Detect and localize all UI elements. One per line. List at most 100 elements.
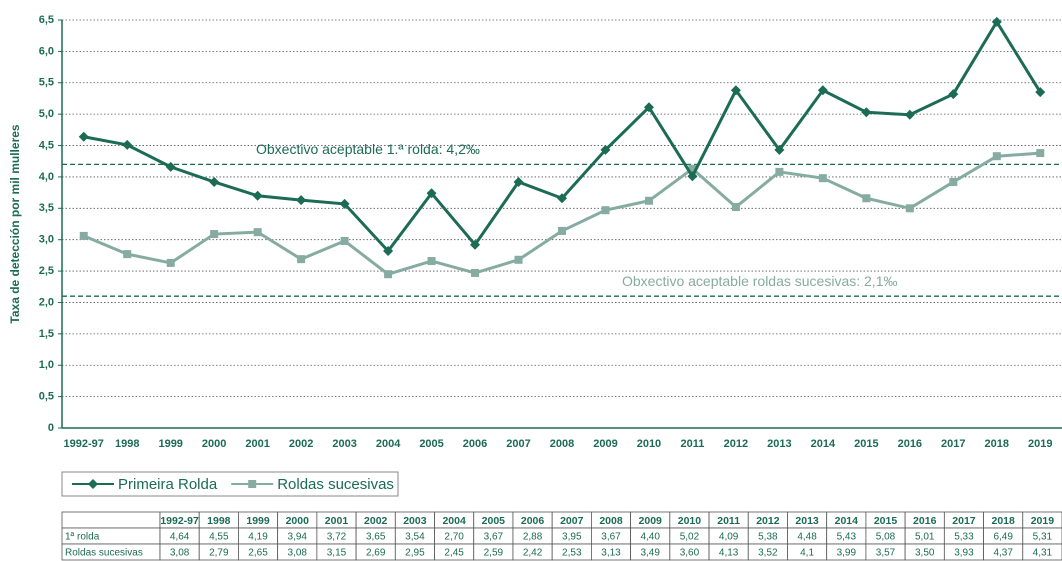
- table-value: 3,54: [405, 532, 425, 543]
- point: [384, 270, 393, 279]
- table-value: 2,88: [523, 532, 543, 543]
- legend-label: Primeira Rolda: [118, 476, 218, 493]
- y-tick-label: 3,5: [39, 202, 54, 214]
- x-tick-label: 2019: [1028, 438, 1052, 450]
- point: [861, 107, 872, 118]
- table-header: 2010: [678, 515, 702, 527]
- point: [253, 228, 262, 237]
- x-tick-label: 2003: [332, 438, 356, 450]
- point: [340, 236, 349, 245]
- point: [601, 206, 610, 215]
- point: [904, 109, 915, 120]
- x-tick-label: 2004: [376, 438, 401, 450]
- point: [296, 195, 307, 206]
- y-tick-label: 5,0: [39, 108, 54, 120]
- table-value: 4,64: [170, 532, 190, 543]
- x-tick-label: 2006: [463, 438, 487, 450]
- x-tick-label: 2005: [419, 438, 443, 450]
- table-cell: [61, 511, 161, 529]
- point: [79, 231, 88, 240]
- table-value: 3,65: [366, 532, 386, 543]
- point: [514, 255, 523, 264]
- y-tick-label: 1,0: [39, 359, 54, 371]
- table-value: 3,60: [680, 548, 700, 559]
- point: [471, 268, 480, 277]
- point: [817, 85, 828, 96]
- table-value: 2,95: [405, 548, 425, 559]
- table-header: 2005: [482, 515, 506, 527]
- table-value: 4,31: [1033, 548, 1053, 559]
- table-value: 5,31: [1033, 532, 1053, 543]
- x-tick-label: 2016: [898, 438, 922, 450]
- table-value: 2,45: [444, 548, 464, 559]
- y-tick-label: 1,5: [39, 328, 54, 340]
- point: [165, 161, 176, 172]
- point: [122, 139, 133, 150]
- table-value: 2,69: [366, 548, 386, 559]
- y-tick-label: 2,0: [39, 296, 54, 308]
- table-header: 2000: [286, 515, 310, 527]
- point: [730, 85, 741, 96]
- table-value: 4,19: [248, 532, 268, 543]
- table-value: 3,94: [288, 532, 308, 543]
- x-tick-label: 2009: [593, 438, 617, 450]
- point: [991, 16, 1002, 27]
- point: [78, 131, 89, 142]
- point: [339, 198, 350, 209]
- x-tick-label: 2008: [550, 438, 574, 450]
- point: [688, 164, 697, 173]
- series-line: [83, 151, 1041, 276]
- point: [644, 196, 653, 205]
- table-value: 3,13: [601, 548, 621, 559]
- point: [557, 193, 567, 204]
- y-tick-label: 6,0: [39, 45, 54, 57]
- point: [513, 176, 524, 187]
- x-tick-label: 2001: [245, 438, 269, 450]
- table-value: 3,57: [876, 548, 896, 559]
- table-value: 4,55: [209, 532, 229, 543]
- x-tick-label: 2011: [680, 438, 704, 450]
- table-value: 3,99: [837, 548, 857, 559]
- y-tick-label: 2,5: [39, 265, 54, 277]
- point: [166, 258, 175, 267]
- table-row-label: 1ª rolda: [65, 532, 100, 543]
- point: [731, 203, 740, 212]
- table-value: 2,65: [248, 548, 268, 559]
- table-value: 4,1: [800, 548, 814, 559]
- point: [383, 245, 394, 256]
- table-header: 2011: [717, 515, 740, 527]
- series-line: [83, 19, 1042, 254]
- y-tick-label: 6,5: [39, 14, 54, 26]
- table-value: 3,67: [484, 532, 504, 543]
- table-header: 2018: [991, 515, 1015, 527]
- table-value: 2,59: [484, 548, 504, 559]
- table-header: 1999: [246, 515, 270, 527]
- reference-label: Obxectivo aceptable roldas sucesivas: 2,…: [622, 273, 897, 289]
- x-tick-label: 1998: [115, 438, 139, 450]
- table-header: 2019: [1031, 515, 1055, 527]
- table-header: 1998: [207, 515, 231, 527]
- point: [88, 479, 98, 489]
- table-value: 3,08: [288, 548, 308, 559]
- table-value: 3,49: [640, 548, 660, 559]
- table-value: 2,79: [209, 548, 229, 559]
- x-tick-label: 2000: [202, 438, 226, 450]
- point: [774, 144, 785, 155]
- point: [818, 174, 827, 183]
- point: [905, 204, 914, 213]
- point: [209, 176, 220, 187]
- x-tick-label: 2014: [811, 438, 836, 450]
- x-tick-label: 2017: [941, 438, 965, 450]
- x-tick-label: 2002: [289, 438, 313, 450]
- table-header: 2012: [756, 515, 780, 527]
- x-tick-label: 2010: [637, 438, 661, 450]
- table-header: 2009: [639, 515, 663, 527]
- table-row-label: Roldas sucesivas: [65, 548, 143, 559]
- table-value: 5,02: [680, 532, 700, 543]
- point: [949, 177, 958, 186]
- point: [775, 167, 784, 176]
- y-axis-label: Taxa de detección por mil mulleres: [8, 124, 22, 324]
- table-value: 5,33: [954, 532, 974, 543]
- table-header: 2015: [874, 515, 898, 527]
